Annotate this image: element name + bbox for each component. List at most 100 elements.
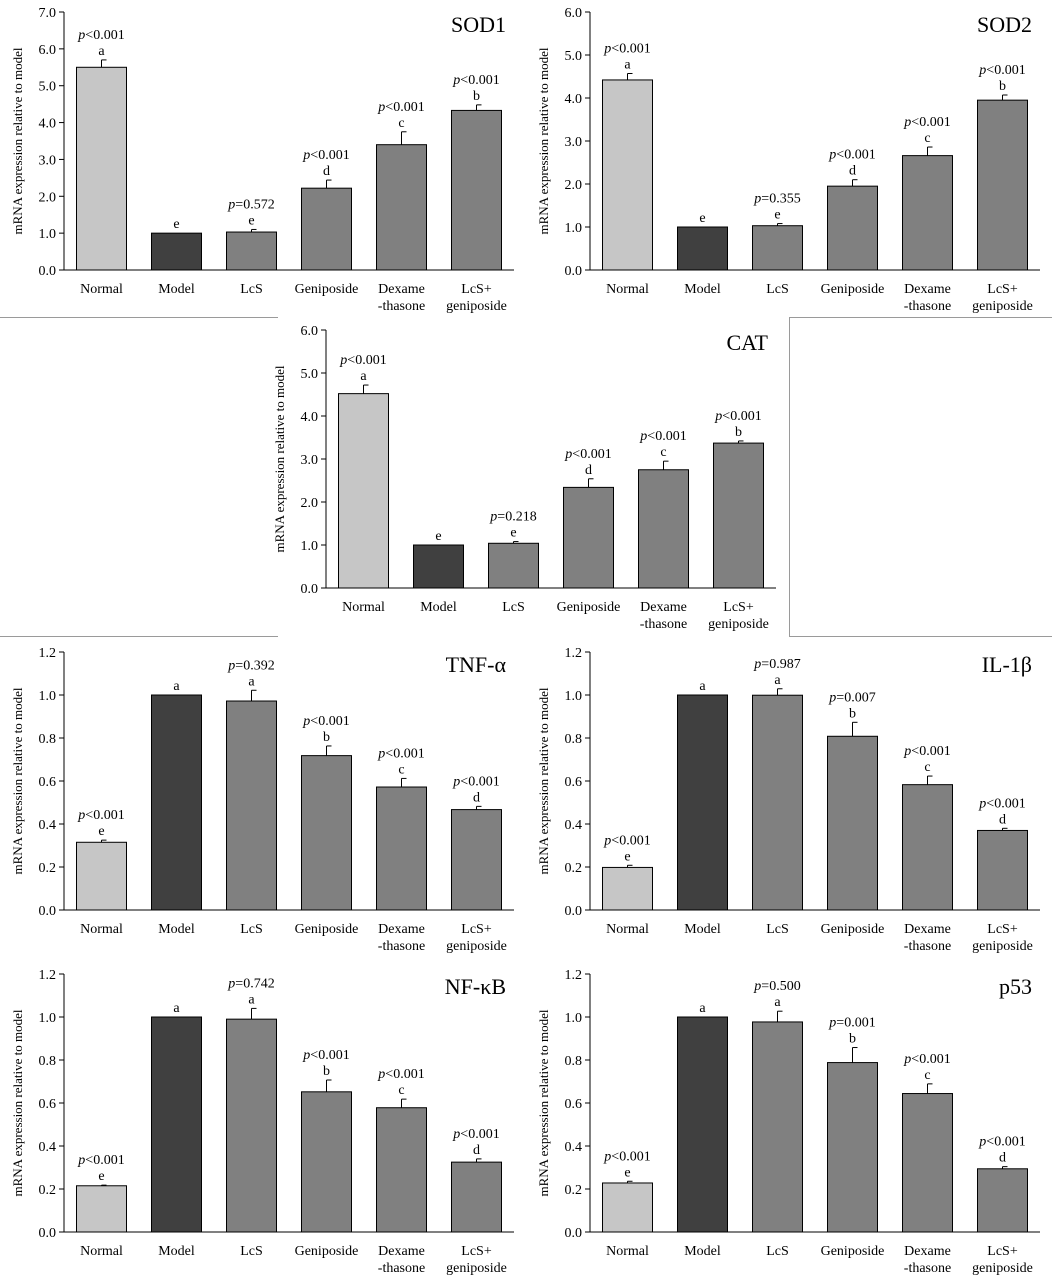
y-tick-label: 0.2 [39, 861, 57, 876]
x-tick-label-line2-lcs-geniposide: geniposide [708, 617, 769, 632]
chart-title: TNF-α [446, 652, 507, 677]
divider-bottom-right [789, 636, 1052, 637]
chart-title: CAT [726, 330, 768, 355]
letter-geniposide: b [323, 730, 330, 745]
letter-lcs: e [248, 213, 254, 228]
divider-top-right [789, 317, 1052, 318]
y-tick-label: 0.8 [39, 732, 57, 747]
y-tick-label: 0.2 [565, 861, 583, 876]
x-tick-label-dexame-thasone: Dexame [640, 600, 687, 615]
p-value-lcs: p=0.355 [753, 192, 800, 207]
bar-dexame-thasone [638, 469, 689, 589]
panel-cat: mRNA expression relative to model 0.0 1.0 2… [262, 318, 788, 636]
bar-dexame-thasone [902, 155, 953, 271]
panel-p53: mRNA expression relative to model 0.0 0.2 0… [526, 962, 1052, 1282]
x-tick-label-lcs-geniposide: LcS+ [987, 282, 1018, 297]
x-tick-label-geniposide: Geniposide [821, 922, 885, 937]
y-tick-label: 1.0 [39, 227, 57, 242]
x-tick-label-normal: Normal [606, 282, 649, 297]
y-tick-label: 0.6 [39, 775, 57, 790]
chart-cat: mRNA expression relative to model 0.0 1.0 2… [272, 324, 776, 632]
x-tick-label-geniposide: Geniposide [557, 600, 621, 615]
bar-lcs-geniposide [451, 809, 502, 911]
bar-dexame-thasone [376, 1107, 427, 1233]
letter-model: a [173, 679, 180, 694]
letter-normal: e [624, 849, 630, 864]
p-value-lcs: p=0.987 [753, 657, 800, 672]
x-tick-label-line2-dexame-thasone: -thasone [378, 1261, 425, 1276]
p-value-lcs-geniposide: p<0.001 [978, 63, 1025, 78]
bar-geniposide [301, 755, 352, 911]
x-tick-label-model: Model [684, 922, 721, 937]
x-tick-label-lcs-geniposide: LcS+ [987, 1244, 1018, 1259]
y-tick-label: 0.4 [39, 818, 57, 833]
bar-normal [76, 1185, 127, 1233]
x-tick-label-geniposide: Geniposide [295, 922, 359, 937]
y-tick-label: 0.8 [39, 1054, 57, 1069]
p-value-lcs: p=0.572 [227, 197, 274, 212]
x-tick-label-dexame-thasone: Dexame [378, 1244, 425, 1259]
letter-normal: e [624, 1165, 630, 1180]
x-tick-label-normal: Normal [342, 600, 385, 615]
letter-normal: a [98, 44, 105, 59]
x-tick-label-line2-lcs-geniposide: geniposide [972, 299, 1033, 314]
x-tick-label-line2-dexame-thasone: -thasone [640, 617, 687, 632]
y-tick-label: 2.0 [301, 496, 319, 511]
p-value-geniposide: p<0.001 [828, 148, 875, 163]
y-tick-label: 3.0 [565, 135, 583, 150]
x-tick-label-lcs-geniposide: LcS+ [461, 1244, 492, 1259]
y-tick-label: 0.0 [39, 904, 57, 919]
bar-lcs-geniposide [451, 109, 502, 271]
bar-model [677, 226, 728, 271]
y-tick-label: 0.0 [565, 1226, 583, 1241]
letter-lcs-geniposide: d [999, 1151, 1006, 1166]
chart-title: p53 [999, 974, 1032, 999]
x-tick-label-lcs-geniposide: LcS+ [461, 922, 492, 937]
y-tick-label: 0.6 [39, 1097, 57, 1112]
letter-geniposide: b [849, 1032, 856, 1047]
x-tick-label-line2-dexame-thasone: -thasone [904, 939, 951, 954]
p-value-normal: p<0.001 [77, 28, 124, 43]
p-value-normal: p<0.001 [77, 1153, 124, 1168]
x-tick-label-geniposide: Geniposide [295, 1244, 359, 1259]
p-value-normal: p<0.001 [339, 353, 386, 368]
letter-lcs: e [510, 526, 516, 541]
bar-model [413, 544, 464, 589]
p-value-lcs-geniposide: p<0.001 [452, 1127, 499, 1142]
letter-model: e [435, 529, 441, 544]
p-value-lcs: p=0.218 [489, 510, 536, 525]
panel-tnf-alpha: mRNA expression relative to model 0.0 0.2 0… [0, 640, 526, 960]
letter-model: a [173, 1001, 180, 1016]
x-tick-label-normal: Normal [80, 922, 123, 937]
letter-model: a [699, 1001, 706, 1016]
x-tick-label-model: Model [158, 282, 195, 297]
x-tick-label-line2-dexame-thasone: -thasone [378, 299, 425, 314]
x-tick-label-normal: Normal [606, 1244, 649, 1259]
y-tick-label: 0.8 [565, 1054, 583, 1069]
y-tick-label: 6.0 [301, 324, 319, 339]
p-value-dexame-thasone: p<0.001 [639, 429, 686, 444]
p-value-normal: p<0.001 [603, 41, 650, 56]
x-tick-label-line2-dexame-thasone: -thasone [904, 1261, 951, 1276]
bar-dexame-thasone [376, 786, 427, 911]
x-tick-label-line2-dexame-thasone: -thasone [904, 299, 951, 314]
bar-geniposide [301, 1091, 352, 1233]
y-tick-label: 0.0 [301, 582, 319, 597]
letter-geniposide: d [585, 463, 592, 478]
p-value-lcs-geniposide: p<0.001 [714, 409, 761, 424]
x-tick-label-normal: Normal [80, 282, 123, 297]
x-tick-label-dexame-thasone: Dexame [378, 282, 425, 297]
letter-model: e [699, 211, 705, 226]
bar-lcs-geniposide [977, 99, 1028, 271]
letter-lcs: e [774, 208, 780, 223]
y-tick-label: 0.4 [39, 1140, 57, 1155]
y-tick-label: 0.6 [565, 775, 583, 790]
p-value-normal: p<0.001 [603, 1149, 650, 1164]
bar-normal [76, 66, 127, 271]
panel-nf-kappab: mRNA expression relative to model 0.0 0.2 0… [0, 962, 526, 1282]
x-tick-label-geniposide: Geniposide [821, 282, 885, 297]
bar-normal [602, 79, 653, 271]
bar-model [677, 1016, 728, 1233]
bar-lcs [226, 1018, 277, 1233]
letter-geniposide: b [849, 706, 856, 721]
